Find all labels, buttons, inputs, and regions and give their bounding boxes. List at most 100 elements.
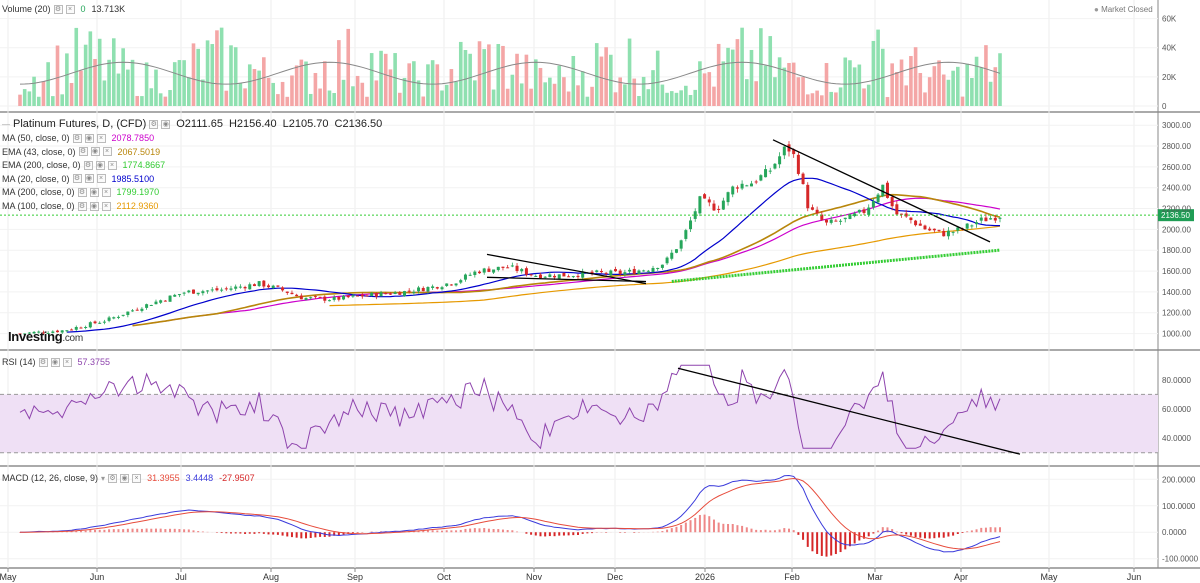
macd-histogram-bar: [727, 524, 730, 533]
macd-histogram-bar: [534, 532, 537, 536]
volume-bar: [773, 77, 777, 106]
settings-icon[interactable]: ⚙: [83, 160, 93, 170]
settings-icon[interactable]: ⚙: [72, 174, 82, 184]
eye-icon[interactable]: ◉: [90, 147, 100, 157]
macd-histogram-bar: [755, 529, 758, 533]
eye-icon[interactable]: ◉: [84, 133, 94, 143]
settings-icon[interactable]: ⚙: [77, 201, 87, 211]
indicator-value: 1799.1970: [116, 187, 160, 198]
settings-icon[interactable]: ⚙: [108, 473, 118, 483]
volume-bar: [566, 91, 571, 106]
macd-histogram-bar: [778, 529, 781, 533]
close-icon[interactable]: ×: [62, 357, 72, 367]
settings-icon[interactable]: ⚙: [149, 119, 159, 129]
macd-histogram-bar: [952, 532, 955, 536]
volume-bar: [965, 63, 969, 106]
eye-icon[interactable]: ◉: [50, 357, 60, 367]
macd-histogram-bar: [553, 532, 556, 537]
eye-icon[interactable]: ◉: [161, 119, 171, 129]
close-icon[interactable]: ×: [102, 147, 112, 157]
close-icon[interactable]: ×: [107, 160, 117, 170]
candle-body: [440, 287, 444, 290]
candle-body: [900, 213, 904, 215]
volume-bar: [815, 90, 819, 106]
volume-bar: [290, 75, 294, 106]
eye-icon[interactable]: ◉: [120, 473, 130, 483]
close-icon[interactable]: ×: [65, 4, 75, 14]
macd-histogram-bar: [900, 532, 903, 534]
macd-axis-label: 200.0000: [1162, 475, 1196, 484]
eye-icon[interactable]: ◉: [95, 160, 105, 170]
macd-histogram-bar: [914, 532, 917, 538]
macd-histogram-bar: [942, 532, 945, 538]
candle-body: [177, 294, 181, 296]
macd-histogram-bar: [154, 528, 157, 533]
close-icon[interactable]: ×: [101, 201, 111, 211]
rsi-band: [0, 394, 1158, 453]
volume-value-b: 13.713K: [91, 4, 126, 14]
settings-icon[interactable]: ⚙: [72, 133, 82, 143]
close-icon[interactable]: ×: [101, 187, 111, 197]
settings-icon[interactable]: ⚙: [53, 4, 63, 14]
candle-body: [520, 269, 524, 272]
macd-histogram-bar: [572, 532, 575, 536]
candle-body: [656, 267, 660, 270]
settings-icon[interactable]: ⚙: [77, 187, 87, 197]
candle-body: [159, 300, 163, 303]
indicator-legend-row: MA (20, close, 0) ⚙ ◉ × 1985.5100: [2, 173, 154, 185]
macd-histogram-bar: [872, 532, 875, 534]
market-status: ● Market Closed: [1094, 5, 1153, 14]
eye-icon[interactable]: ◉: [89, 187, 99, 197]
volume-bar: [280, 81, 285, 106]
volume-bar: [843, 57, 848, 106]
volume-bar: [402, 77, 407, 106]
volume-bar: [79, 70, 83, 106]
candle-body: [871, 201, 875, 208]
candle-body: [820, 214, 824, 220]
eye-icon[interactable]: ◉: [84, 174, 94, 184]
candle-body: [342, 295, 346, 300]
rsi-legend: RSI (14) ⚙ ◉ × 57.3755: [2, 356, 110, 368]
eye-icon[interactable]: ◉: [89, 201, 99, 211]
close-icon[interactable]: ×: [132, 473, 142, 483]
volume-bar: [820, 95, 824, 106]
volume-bar: [266, 77, 271, 106]
macd-histogram-bar: [239, 532, 242, 534]
macd-histogram-bar: [117, 529, 120, 533]
candle-body: [778, 156, 782, 165]
candle-body: [384, 293, 388, 295]
close-icon[interactable]: ×: [96, 133, 106, 143]
settings-icon[interactable]: ⚙: [38, 357, 48, 367]
macd-histogram-bar: [79, 530, 82, 533]
indicator-legend-row: MA (50, close, 0) ⚙ ◉ × 2078.7850: [2, 132, 154, 144]
macd-histogram-bar: [108, 529, 111, 533]
volume-bar: [674, 92, 679, 106]
macd-histogram-bar: [501, 529, 504, 533]
close-icon[interactable]: ×: [96, 174, 106, 184]
chevron-down-icon[interactable]: —: [2, 119, 10, 129]
macd-histogram-bar: [483, 528, 486, 533]
candle-body: [271, 285, 275, 289]
candle-body: [632, 268, 636, 274]
volume-bar: [543, 82, 547, 106]
candle-body: [41, 332, 45, 334]
candle-body: [149, 304, 153, 306]
candle-body: [370, 292, 374, 296]
macd-histogram-bar: [745, 527, 748, 533]
volume-bar: [111, 38, 116, 106]
volume-bar: [468, 53, 472, 106]
month-tick-label: Dec: [607, 572, 624, 582]
volume-bar: [904, 85, 909, 106]
macd-histogram-bar: [478, 528, 481, 533]
volume-bar: [951, 70, 955, 106]
volume-bar: [744, 79, 749, 106]
macd-histogram-bar: [290, 532, 293, 538]
candle-body: [304, 298, 308, 300]
macd-histogram-bar: [516, 531, 519, 533]
candle-body: [299, 295, 303, 300]
macd-histogram-bar: [295, 532, 298, 538]
settings-icon[interactable]: ⚙: [78, 147, 88, 157]
macd-histogram-bar: [70, 531, 73, 533]
